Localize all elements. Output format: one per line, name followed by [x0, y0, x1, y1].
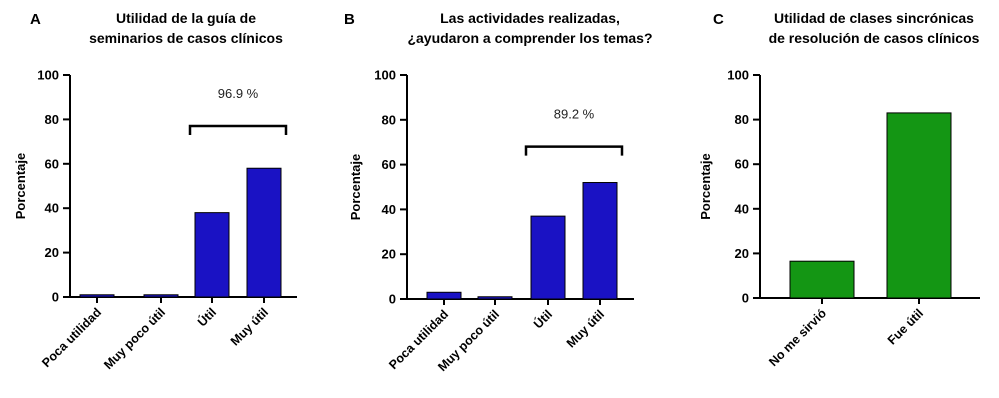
y-tick-label: 20 — [382, 247, 396, 262]
bar — [143, 294, 179, 298]
y-axis-label: Porcentaje — [698, 153, 713, 219]
y-axis-label: Porcentaje — [348, 154, 363, 220]
x-tick-label: Útil — [194, 305, 219, 330]
y-tick-label: 100 — [37, 68, 59, 83]
bar — [194, 212, 230, 298]
y-tick-label: 100 — [374, 68, 396, 83]
chart-title-line: ¿ayudaron a comprender los temas? — [407, 30, 652, 46]
chart-title-line: Utilidad de la guía de — [116, 10, 256, 26]
y-tick-label: 20 — [45, 245, 59, 260]
panel-letter: B — [344, 11, 355, 28]
y-tick-label: 40 — [735, 201, 749, 216]
y-tick-label: 0 — [742, 291, 749, 306]
y-tick-label: 80 — [382, 112, 396, 127]
panel-letter: A — [30, 11, 41, 28]
chart-title-line: Utilidad de clases sincrónicas — [774, 10, 974, 26]
bar — [246, 167, 282, 298]
chart-panel-c: C Utilidad de clases sincrónicas de resolu… — [698, 10, 980, 369]
chart-title-line: de resolución de casos clínicos — [769, 30, 980, 46]
chart-panel-a: A Utilidad de la guía de seminarios de cas… — [13, 10, 297, 372]
bar — [789, 260, 855, 299]
panel-letter: C — [713, 11, 724, 28]
chart-title-line: seminarios de casos clínicos — [89, 30, 283, 46]
y-tick-label: 60 — [735, 157, 749, 172]
bracket-label: 96.9 % — [218, 86, 259, 101]
bar — [886, 112, 952, 299]
chart-panel-b: B Las actividades realizadas, ¿ayudaron a … — [344, 10, 653, 374]
bar — [582, 182, 618, 300]
bar — [79, 294, 115, 298]
bar — [530, 215, 566, 300]
y-tick-label: 80 — [45, 112, 59, 127]
x-tick-label: Fue útil — [885, 306, 926, 347]
bar — [477, 296, 513, 300]
y-tick-label: 80 — [735, 112, 749, 127]
y-tick-label: 60 — [382, 157, 396, 172]
chart-title-line: Las actividades realizadas, — [440, 10, 620, 26]
bracket — [524, 145, 624, 156]
x-tick-label: Poca utilidad — [39, 305, 104, 370]
y-tick-label: 40 — [45, 201, 59, 216]
x-tick-label: Muy útil — [564, 307, 607, 350]
bracket-label: 89.2 % — [554, 107, 595, 122]
y-tick-label: 60 — [45, 156, 59, 171]
x-tick-label: Muy útil — [228, 305, 271, 348]
bracket — [188, 124, 288, 136]
x-tick-label: No me sirvió — [766, 306, 829, 369]
y-tick-label: 20 — [735, 246, 749, 261]
y-tick-label: 0 — [389, 292, 396, 307]
y-tick-label: 100 — [727, 68, 749, 83]
y-axis-label: Porcentaje — [13, 153, 28, 219]
y-tick-label: 0 — [52, 290, 59, 305]
bar — [426, 291, 462, 300]
y-tick-label: 40 — [382, 202, 396, 217]
x-tick-label: Útil — [530, 307, 555, 332]
x-tick-label: Muy poco útil — [101, 305, 168, 372]
